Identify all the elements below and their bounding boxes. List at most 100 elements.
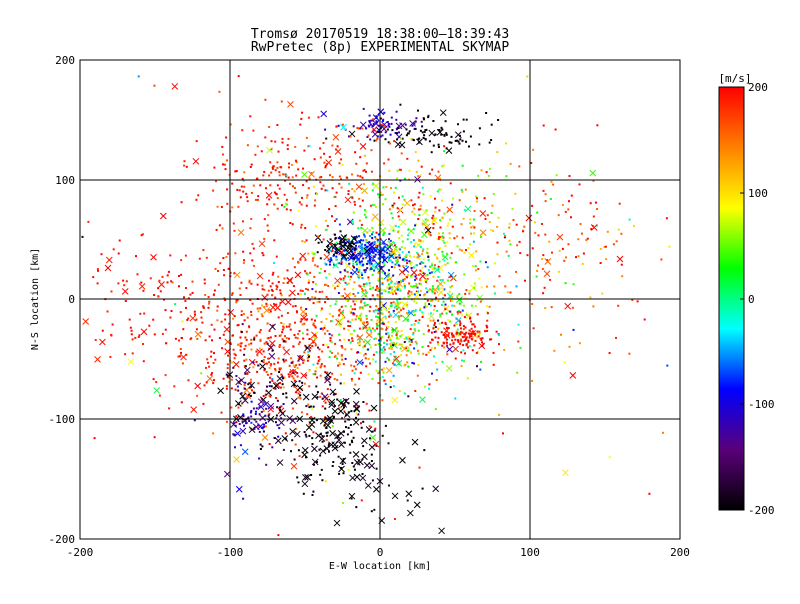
data-point — [454, 357, 457, 360]
data-point — [323, 327, 326, 329]
data-point — [463, 208, 466, 211]
data-point — [453, 276, 456, 279]
data-point — [360, 499, 363, 502]
data-point — [265, 341, 268, 344]
data-point — [238, 189, 241, 192]
data-point — [468, 290, 471, 292]
data-point — [397, 225, 400, 228]
data-point — [541, 258, 544, 261]
data-cross-marker — [290, 380, 298, 388]
data-point — [429, 299, 432, 302]
data-point — [295, 161, 298, 164]
data-cross-marker — [476, 294, 484, 302]
data-point — [403, 198, 406, 201]
y-tick-label: 200 — [55, 54, 75, 67]
data-point — [399, 103, 402, 106]
data-point — [225, 373, 228, 376]
data-point — [298, 201, 301, 204]
data-cross-marker — [398, 268, 406, 276]
data-point — [440, 287, 443, 290]
data-point — [438, 232, 440, 235]
data-cross-marker — [446, 346, 453, 353]
data-point — [338, 242, 341, 245]
data-point — [174, 303, 177, 306]
data-point — [389, 259, 392, 262]
data-point — [299, 258, 302, 261]
data-point — [565, 256, 567, 259]
data-point — [353, 266, 356, 269]
data-point — [351, 196, 354, 199]
data-point — [296, 337, 299, 340]
data-point — [374, 249, 377, 252]
data-point — [256, 283, 259, 286]
data-point — [456, 245, 459, 248]
data-point — [369, 138, 372, 141]
data-point — [423, 130, 426, 133]
data-point — [449, 256, 452, 259]
data-point — [340, 186, 343, 189]
data-point — [346, 271, 349, 273]
data-point — [464, 297, 467, 300]
data-point — [300, 203, 303, 206]
data-point — [400, 279, 403, 282]
data-cross-marker — [364, 339, 371, 346]
data-point — [236, 324, 239, 327]
data-point — [243, 171, 246, 174]
data-point — [368, 284, 371, 287]
data-cross-marker — [334, 432, 341, 440]
data-point — [319, 374, 322, 377]
data-point — [191, 280, 194, 283]
data-point — [256, 145, 259, 148]
data-point — [255, 178, 258, 180]
data-point — [431, 289, 433, 292]
data-point — [359, 317, 362, 320]
data-point — [216, 205, 219, 208]
data-cross-marker — [562, 469, 569, 476]
data-point — [401, 258, 404, 261]
data-point — [302, 167, 304, 170]
data-point — [259, 329, 262, 331]
data-point — [183, 296, 185, 299]
data-point — [358, 327, 361, 330]
data-point — [414, 279, 416, 281]
data-point — [395, 177, 398, 180]
data-point — [505, 142, 508, 145]
data-point — [423, 293, 426, 296]
data-point — [243, 365, 246, 368]
data-point — [441, 235, 444, 238]
data-point — [409, 255, 411, 257]
data-point — [326, 189, 329, 192]
data-point — [180, 259, 183, 262]
data-point — [337, 352, 339, 355]
data-point — [398, 237, 401, 239]
data-point — [305, 312, 307, 315]
data-point — [251, 242, 254, 245]
data-point — [472, 240, 475, 243]
data-point — [157, 295, 160, 298]
data-point — [260, 410, 263, 413]
data-point — [329, 304, 332, 307]
data-point — [382, 305, 385, 308]
colorbar-tick-label: 100 — [748, 187, 768, 200]
data-point — [375, 315, 377, 318]
data-point — [472, 330, 474, 333]
data-point — [351, 441, 354, 444]
data-point — [225, 136, 228, 139]
data-point — [286, 269, 289, 272]
data-point — [296, 367, 299, 369]
data-point — [185, 287, 187, 289]
data-cross-marker — [334, 148, 342, 155]
data-cross-marker — [349, 474, 356, 482]
data-point — [396, 337, 399, 340]
data-point — [430, 346, 433, 349]
data-point — [439, 247, 442, 250]
data-point — [373, 204, 376, 207]
data-point — [418, 282, 421, 285]
data-cross-marker — [363, 247, 371, 255]
data-point — [532, 327, 535, 330]
data-point — [432, 275, 435, 278]
data-point — [425, 281, 427, 284]
data-point — [414, 120, 417, 123]
data-point — [268, 174, 271, 177]
data-point — [362, 250, 365, 253]
